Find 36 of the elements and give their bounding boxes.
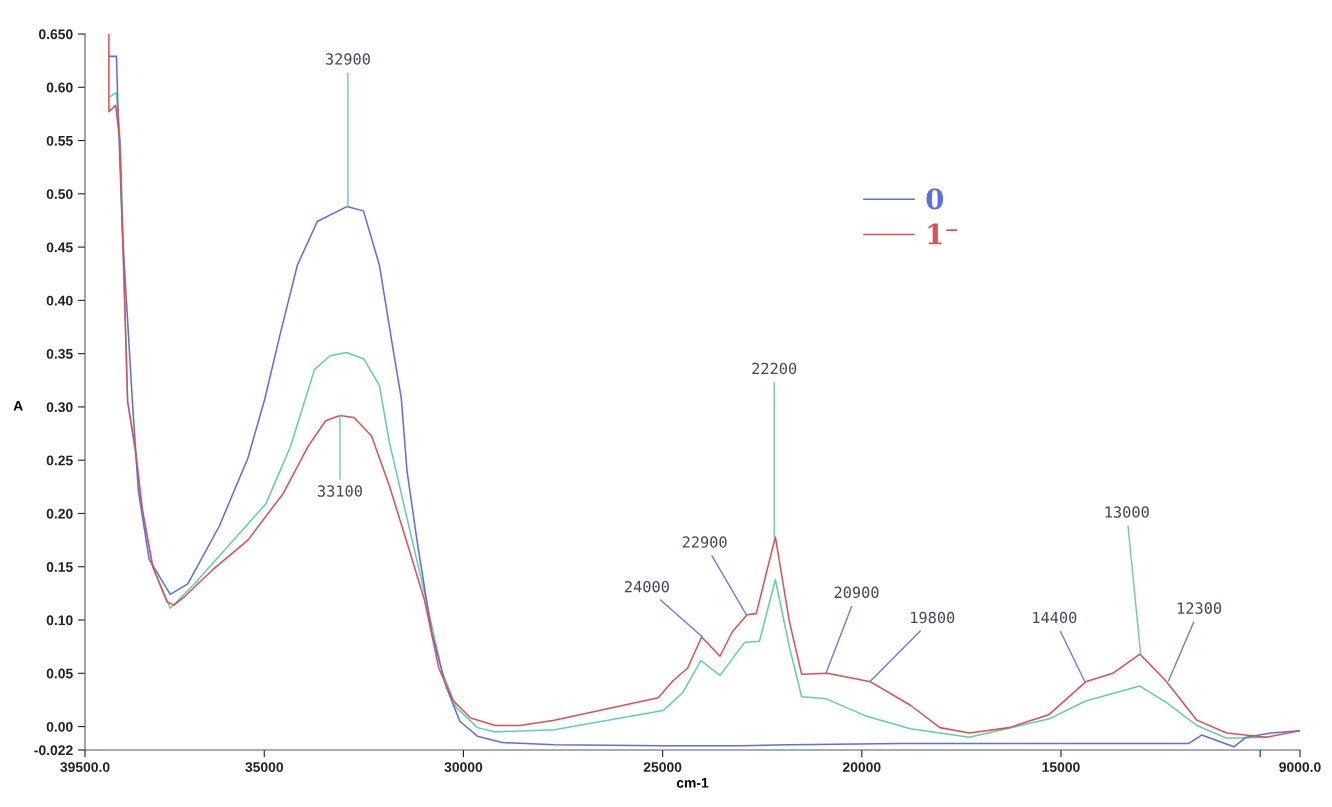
y-axis-title: A <box>13 401 23 411</box>
y-tick-label: 0.60 <box>46 82 73 93</box>
y-tick-label: 0.10 <box>46 615 73 626</box>
x-tick-label: 25000 <box>643 762 682 773</box>
y-tick-label: 0.40 <box>46 295 73 306</box>
x-tick-label: 9000.0 <box>1279 762 1321 773</box>
x-tick-label: 39500.0 <box>60 762 110 773</box>
y-tick-label: -0.022 <box>34 745 73 756</box>
annotation: 33100 <box>317 485 362 497</box>
y-tick-label: 0.20 <box>46 508 73 519</box>
annotation: 19800 <box>911 611 955 624</box>
y-tick-label: 0.55 <box>46 135 73 146</box>
annotation: 12300 <box>1177 602 1222 614</box>
annotation: 13000 <box>1105 506 1149 518</box>
y-tick-label: 0.05 <box>46 668 73 679</box>
annotation: 32900 <box>325 53 370 65</box>
y-tick-label: 0.15 <box>46 562 73 572</box>
x-tick-label: 15000 <box>1042 762 1080 773</box>
x-tick-label: 20000 <box>842 762 881 773</box>
y-tick-label: 0.00 <box>46 721 73 732</box>
y-tick-label: 0.45 <box>46 242 73 253</box>
y-tick-label: 0.650 <box>38 29 73 40</box>
legend-label: 1⁻ <box>928 223 958 245</box>
x-tick-label: 35000 <box>245 762 284 773</box>
y-tick-label: 0.35 <box>46 348 73 359</box>
annotation: 20900 <box>834 586 879 599</box>
annotation: 22200 <box>752 362 797 375</box>
y-tick-label: 0.50 <box>46 189 73 199</box>
x-tick-label: 30000 <box>444 762 483 773</box>
x-axis-title: cm-1 <box>676 778 709 788</box>
legend-label: 0 <box>926 188 944 210</box>
annotation: 24000 <box>625 580 669 593</box>
y-tick-label: 0.25 <box>46 455 73 466</box>
y-tick-label: 0.30 <box>46 402 73 413</box>
annotation: 22900 <box>682 536 727 548</box>
annotation: 14400 <box>1033 611 1077 624</box>
